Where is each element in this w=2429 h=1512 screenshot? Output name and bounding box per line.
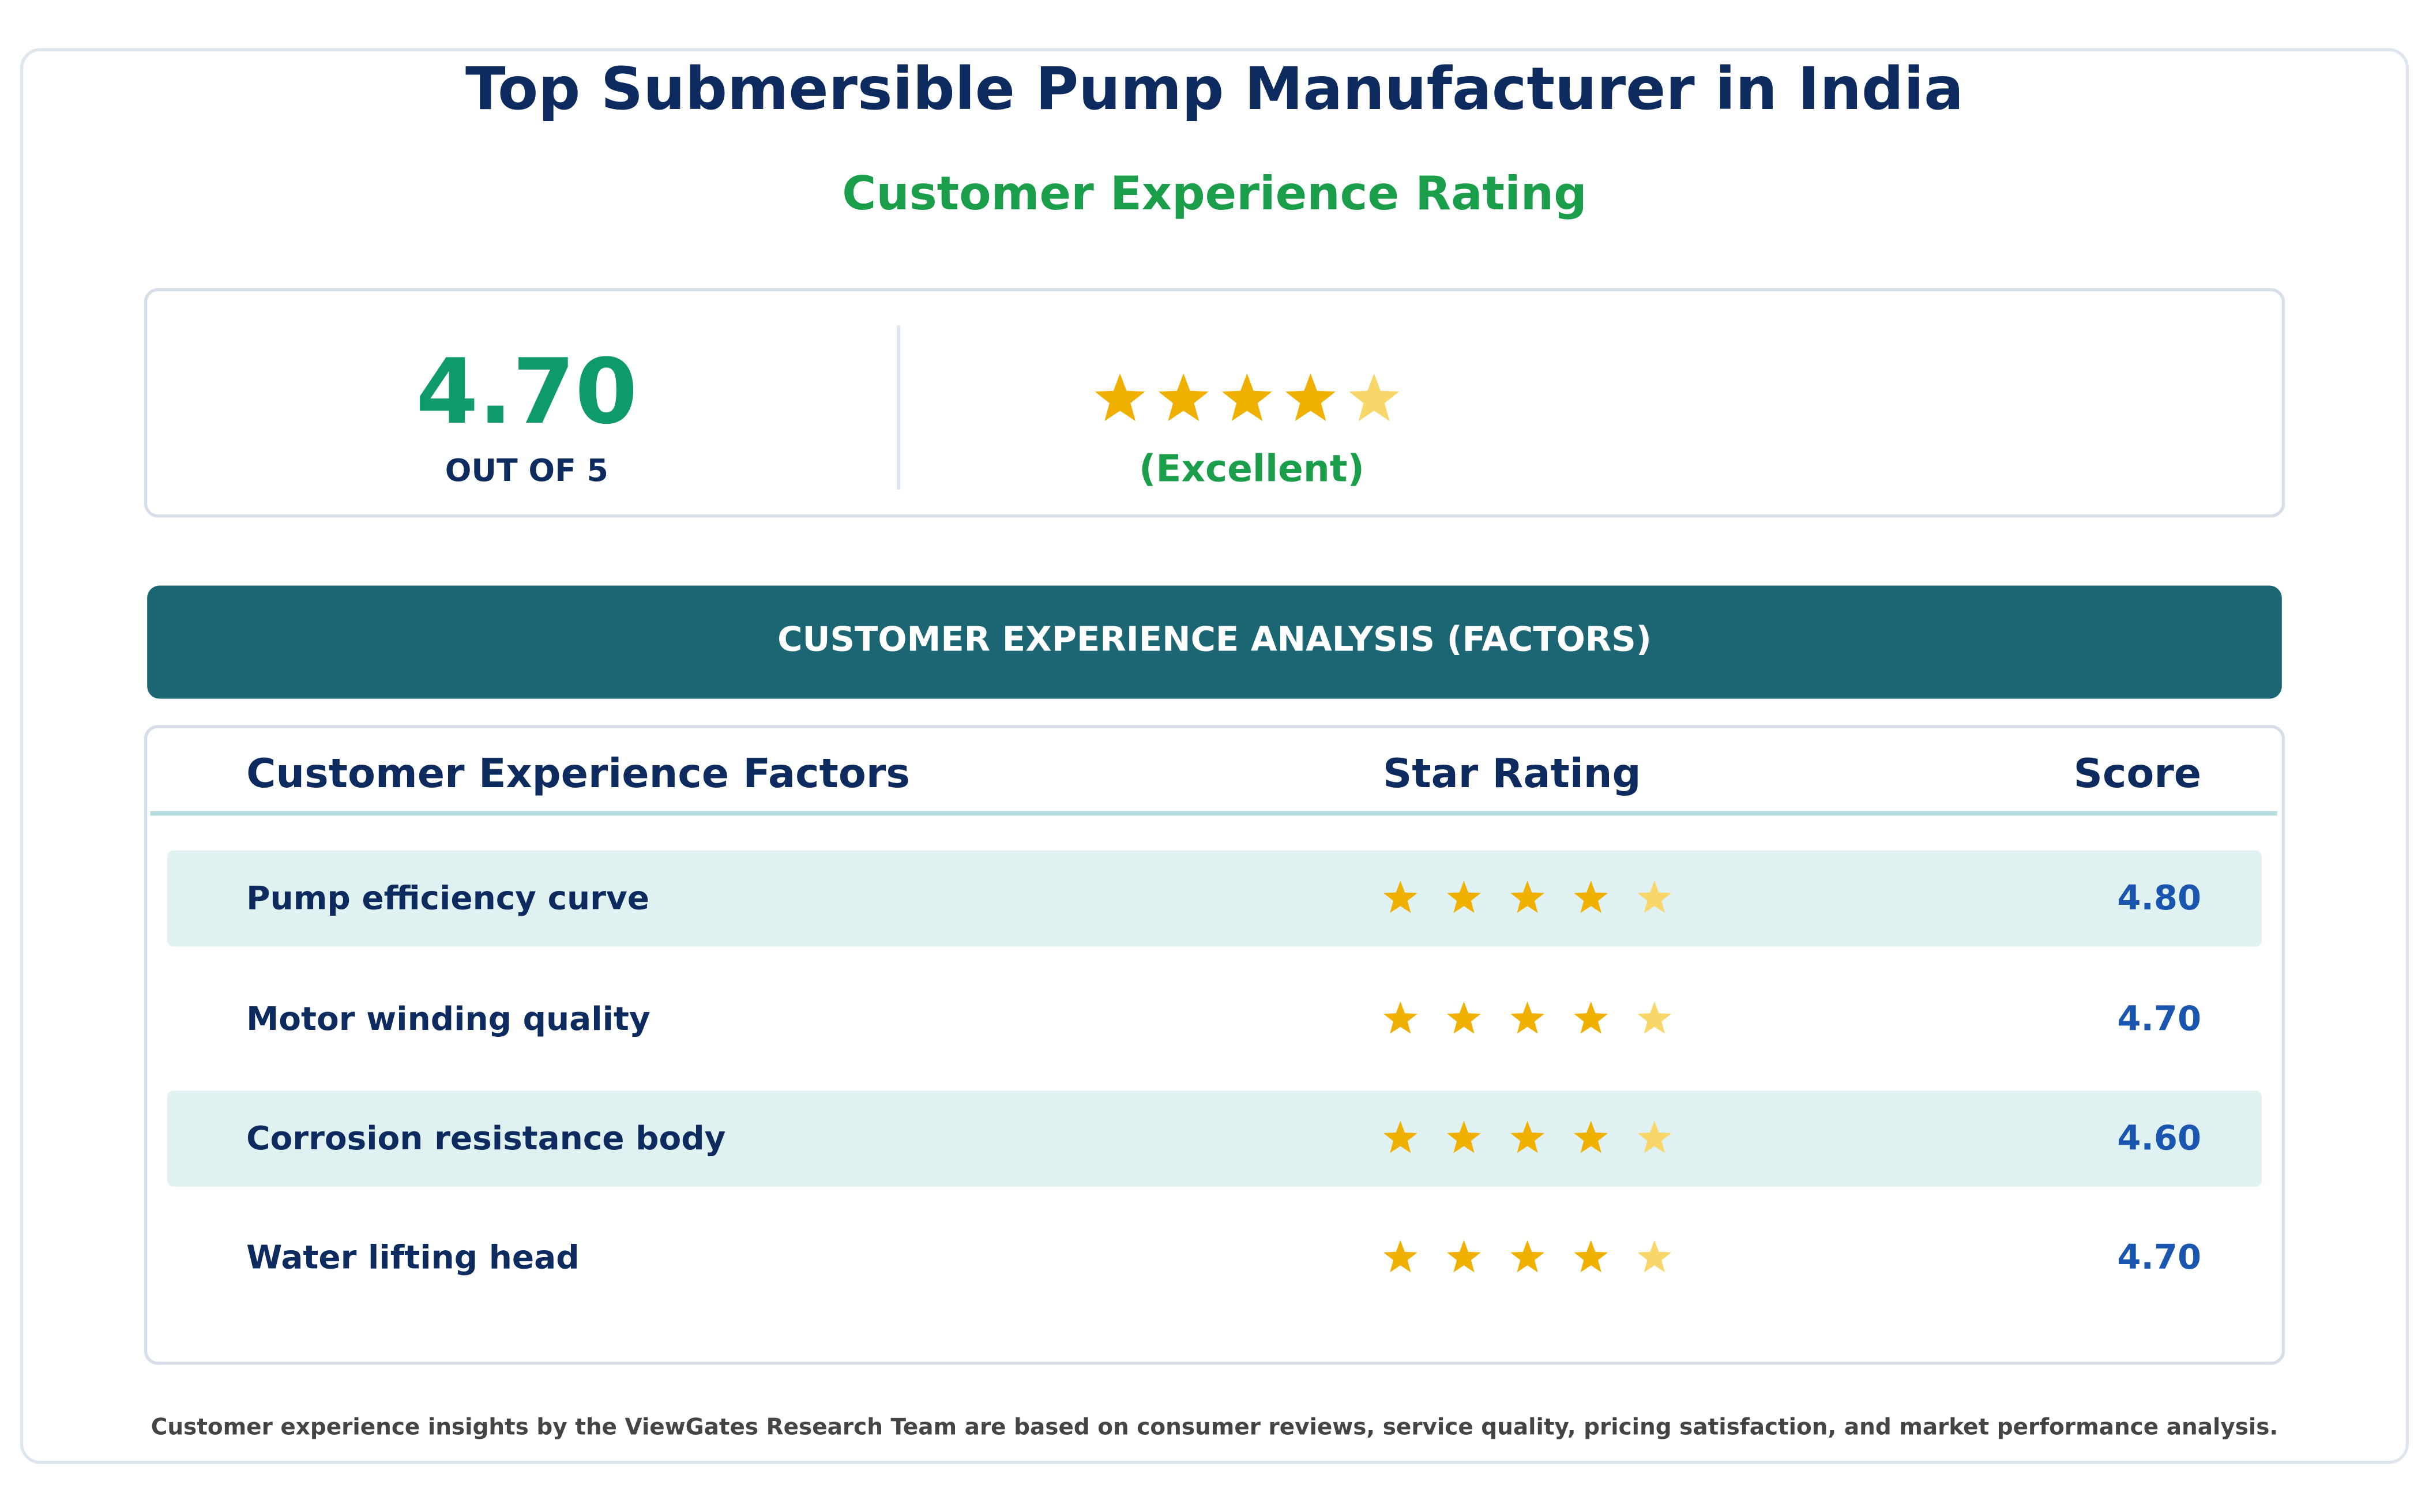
table-header: Score (2074, 750, 2201, 797)
factor-name: Corrosion resistance body (246, 1120, 725, 1157)
star-icon (1574, 881, 1608, 913)
subtitle: Customer Experience Rating (842, 167, 1587, 221)
star-icon (1510, 1001, 1545, 1034)
star-icon (1574, 1240, 1608, 1273)
factor-score: 4.60 (2117, 1118, 2201, 1157)
factor-score: 4.70 (2117, 1237, 2201, 1277)
star-icon (1574, 1120, 1608, 1153)
row-background (167, 850, 2262, 947)
star-icon (1447, 1001, 1481, 1034)
star-icon (1221, 373, 1272, 422)
star-icon (1349, 373, 1400, 422)
star-icon (1637, 1240, 1672, 1273)
table-header: Customer Experience Factors (246, 750, 910, 797)
factor-name: Pump efficiency curve (246, 879, 649, 917)
factor-name: Water lifting head (246, 1239, 579, 1277)
star-icon (1637, 881, 1672, 913)
section-banner (147, 585, 2282, 699)
star-icon (1510, 1240, 1545, 1273)
star-icon (1510, 1120, 1545, 1153)
out-of: OUT OF 5 (445, 452, 608, 488)
star-icon (1637, 1120, 1672, 1153)
footer-note: Customer experience insights by the View… (151, 1414, 2278, 1440)
factor-score: 4.80 (2117, 878, 2201, 917)
rating-label: (Excellent) (1139, 447, 1364, 490)
star-icon (1383, 881, 1417, 913)
title: Top Submersible Pump Manufacturer in Ind… (465, 55, 1964, 123)
overall-score: 4.70 (416, 339, 637, 444)
star-icon (1383, 1120, 1417, 1153)
star-icon (1637, 1001, 1672, 1034)
star-icon (1447, 881, 1481, 913)
star-icon (1383, 1240, 1417, 1273)
star-icon (1447, 1240, 1481, 1273)
star-icon (1383, 1001, 1417, 1034)
section-title: CUSTOMER EXPERIENCE ANALYSIS (FACTORS) (777, 619, 1652, 659)
star-icon (1574, 1001, 1608, 1034)
star-icon (1447, 1120, 1481, 1153)
factor-score: 4.70 (2117, 998, 2201, 1038)
star-icon (1285, 373, 1336, 422)
star-icon (1510, 881, 1545, 913)
factor-name: Motor winding quality (246, 1001, 651, 1038)
summary-box (144, 288, 2285, 518)
row-background (167, 1090, 2262, 1187)
table-header: Star Rating (1383, 750, 1641, 797)
star-icon (1095, 373, 1145, 422)
star-icon (1158, 373, 1209, 422)
